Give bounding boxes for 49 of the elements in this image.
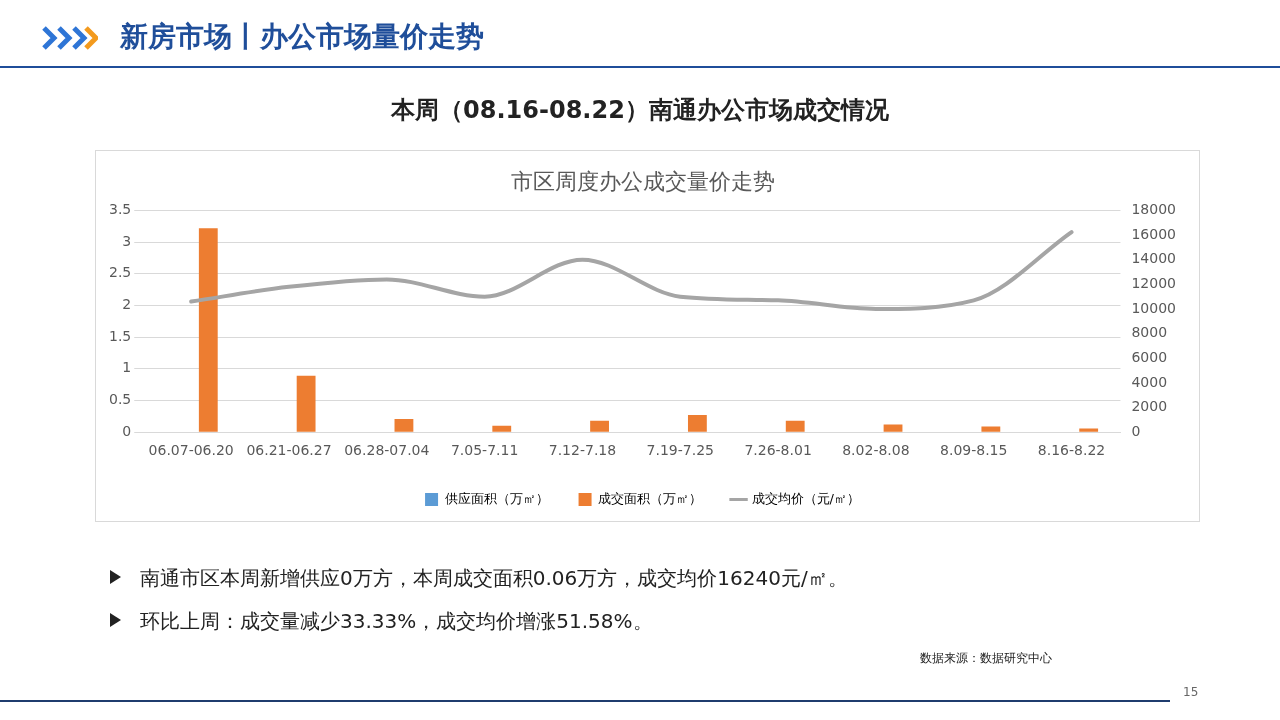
- y2-tick-label: 2000: [1131, 398, 1168, 415]
- x-tick-label: 06.07-06.20: [148, 442, 234, 459]
- source-note: 数据来源：数据研究中心: [920, 650, 1052, 667]
- legend-label: 成交面积（万㎡）: [598, 490, 703, 506]
- legend-label: 成交均价（元/㎡）: [751, 490, 860, 506]
- y-tick-label: 0.5: [109, 391, 132, 408]
- text: 15: [1183, 685, 1199, 699]
- y-tick-label: 2.5: [109, 264, 132, 281]
- x-tick-label: 8.09-8.15: [940, 442, 1008, 459]
- y2-tick-label: 6000: [1131, 348, 1168, 365]
- x-tick-label: 7.19-7.25: [646, 442, 714, 459]
- y-tick-label: 2: [122, 296, 132, 313]
- x-tick-label: 06.28-07.04: [344, 442, 430, 459]
- legend-label: 供应面积（万㎡）: [444, 490, 549, 506]
- y-tick-label: 1: [122, 359, 132, 376]
- bar: [1079, 428, 1099, 432]
- bar: [198, 228, 218, 432]
- y2-tick-label: 0: [1131, 422, 1141, 439]
- y2-tick-label: 4000: [1131, 373, 1168, 390]
- line-series: [189, 230, 1074, 311]
- text: 新房市场丨办公市场量价走势: [120, 19, 484, 55]
- y-tick-label: 0: [122, 422, 132, 439]
- x-tick-label: 7.26-8.01: [744, 442, 812, 459]
- y2-tick-label: 10000: [1131, 299, 1177, 316]
- y-tick-label: 1.5: [109, 327, 132, 344]
- chart-title: 市区周度办公成交量价走势: [510, 168, 775, 194]
- bar: [296, 375, 316, 432]
- x-tick-label: 06.21-06.27: [246, 442, 332, 459]
- y2-tick-label: 16000: [1131, 225, 1177, 242]
- text: 环比上周：成交量减少33.33%，成交均价增涨51.58%。: [140, 608, 653, 635]
- bar: [492, 425, 512, 432]
- bar: [785, 420, 805, 432]
- y2-tick-label: 8000: [1131, 324, 1168, 341]
- y-tick-label: 3: [122, 232, 132, 249]
- bar: [394, 418, 414, 432]
- y2-tick-label: 12000: [1131, 274, 1177, 291]
- y-tick-label: 3.5: [109, 201, 132, 218]
- bar: [883, 424, 903, 432]
- text: 南通市区本周新增供应0万方，本周成交面积0.06万方，成交均价16240元/㎡。: [140, 565, 848, 592]
- bar: [590, 420, 609, 432]
- x-tick-label: 7.12-7.18: [548, 442, 617, 459]
- bar: [687, 415, 707, 432]
- x-tick-label: 8.02-8.08: [842, 442, 910, 459]
- y2-tick-label: 14000: [1131, 250, 1177, 267]
- x-tick-label: 8.16-8.22: [1037, 442, 1106, 459]
- bar: [981, 426, 1001, 432]
- text: 本周（08.16-08.22）南通办公市场成交情况: [390, 95, 890, 126]
- y2-tick-label: 18000: [1131, 201, 1177, 218]
- x-tick-label: 7.05-7.11: [450, 442, 519, 459]
